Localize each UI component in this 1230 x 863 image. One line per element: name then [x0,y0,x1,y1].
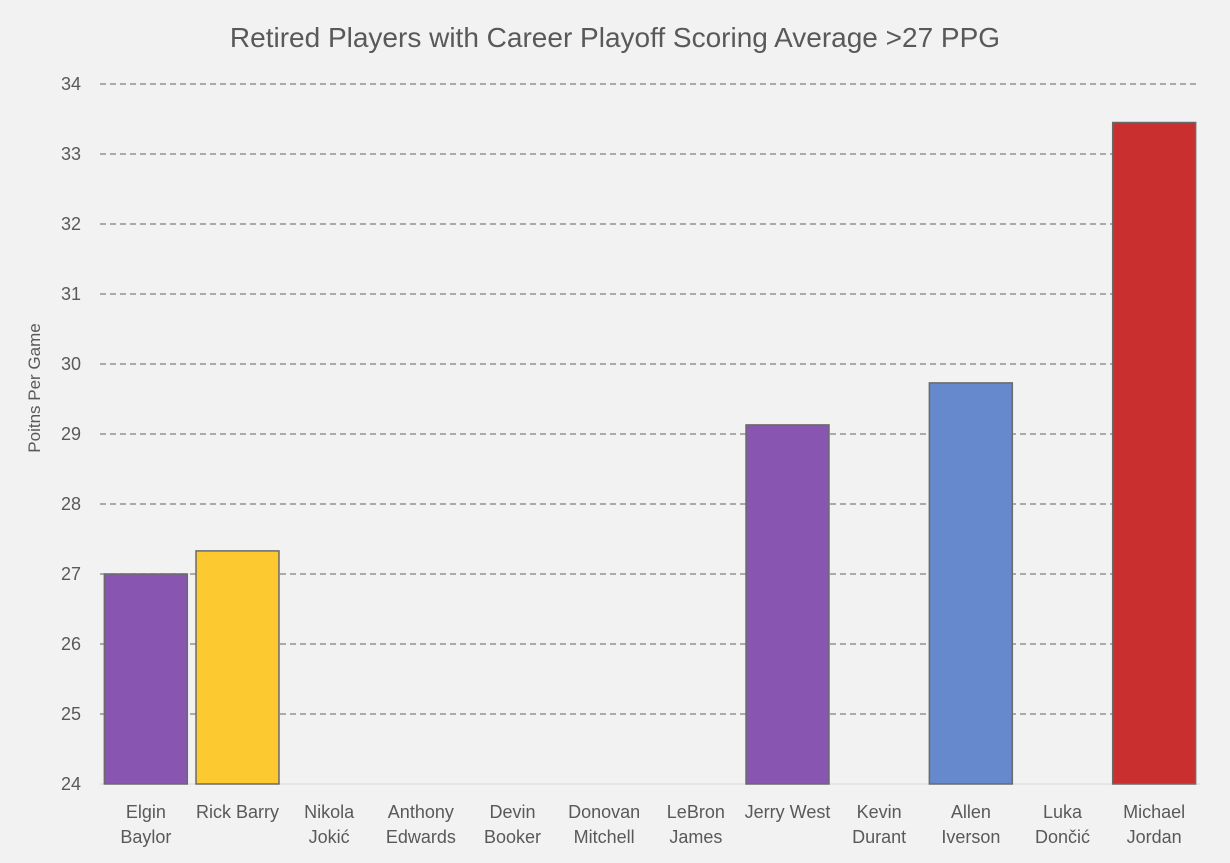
y-tick-label: 25 [61,704,81,724]
x-category-label: Anthony [388,802,454,822]
bar [745,424,830,785]
x-category-label: Elgin [126,802,166,822]
x-category-label: Baylor [120,827,171,847]
x-category-label: Jokić [309,827,350,847]
y-tick-label: 30 [61,354,81,374]
x-category-label: Jerry West [745,802,831,822]
bar [195,550,280,785]
x-category-label: James [669,827,722,847]
y-tick-label: 27 [61,564,81,584]
x-category-label: Michael [1123,802,1185,822]
chart-title: Retired Players with Career Playoff Scor… [230,22,1000,53]
y-tick-label: 29 [61,424,81,444]
y-tick-label: 34 [61,74,81,94]
x-category-label: Allen [951,802,991,822]
x-category-label: Iverson [941,827,1000,847]
x-category-label: Dončić [1035,827,1090,847]
x-category-label: Edwards [386,827,456,847]
x-category-label: Luka [1043,802,1083,822]
x-category-label: Devin [489,802,535,822]
gridlines [100,83,1200,785]
x-category-label: Rick Barry [196,802,279,822]
bar [928,382,1014,785]
y-axis-ticks: 24 25 26 27 28 29 30 31 32 33 34 [61,74,81,794]
bar [103,573,189,785]
y-axis-label: Poitns Per Game [25,323,44,452]
x-axis-labels: Elgin Baylor Rick Barry Nikola Jokić Anthony E… [120,802,1185,847]
y-tick-label: 32 [61,214,81,234]
x-category-label: Donovan [568,802,640,822]
y-tick-label: 31 [61,284,81,304]
x-category-label: Kevin [857,802,902,822]
bars [103,121,1197,785]
x-category-label: Durant [852,827,906,847]
x-category-label: Nikola [304,802,355,822]
y-tick-label: 24 [61,774,81,794]
y-tick-label: 33 [61,144,81,164]
x-category-label: Mitchell [574,827,635,847]
y-tick-label: 26 [61,634,81,654]
x-category-label: LeBron [667,802,725,822]
x-category-label: Jordan [1127,827,1182,847]
x-category-label: Booker [484,827,541,847]
bar [1111,121,1197,785]
y-tick-label: 28 [61,494,81,514]
